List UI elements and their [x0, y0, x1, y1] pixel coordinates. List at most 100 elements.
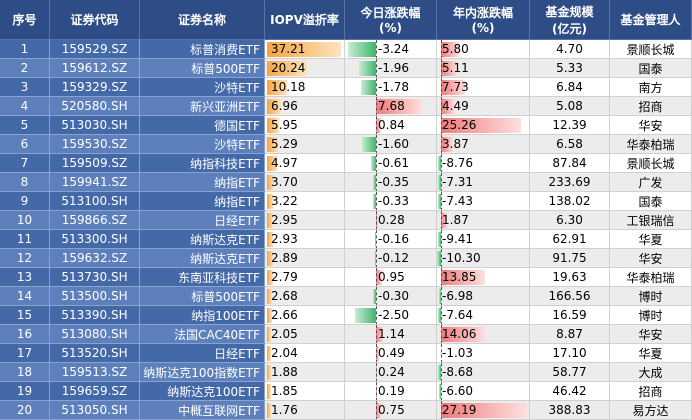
- header-cell: 年内涨跌幅 (%): [437, 0, 530, 40]
- header-cell: 序号: [0, 0, 50, 40]
- cell-text: 标普500ETF: [191, 61, 260, 76]
- cell: 2.05: [265, 325, 345, 344]
- cell: -1.96: [345, 59, 437, 78]
- cell: -1.03: [437, 344, 530, 363]
- change-bar: [373, 193, 376, 209]
- cell: 513300.SH: [50, 230, 140, 249]
- cell-text: 招商: [638, 384, 663, 399]
- axis-line: [441, 306, 442, 324]
- cell-text: 标普500ETF: [191, 289, 260, 304]
- cell-text: 18: [16, 365, 33, 379]
- cell-text: 27.19: [442, 403, 477, 417]
- cell-text: 58.77: [552, 365, 587, 379]
- cell: 520580.SH: [50, 97, 140, 116]
- axis-line: [441, 59, 442, 77]
- cell: 华安: [610, 249, 692, 268]
- cell: 德国ETF: [140, 116, 265, 135]
- cell: 7: [0, 154, 50, 173]
- cell: 景顺长城: [610, 40, 692, 59]
- cell-text: 13: [16, 270, 33, 284]
- cell-text: 华夏: [638, 232, 663, 247]
- cell-text: 2: [20, 61, 29, 75]
- cell-text: 6.30: [556, 213, 583, 227]
- cell-text: 62.91: [552, 232, 587, 246]
- cell: -6.60: [437, 382, 530, 401]
- change-bar: [362, 136, 376, 152]
- cell-text: 东南亚科技ETF: [178, 270, 260, 285]
- cell: 纳斯达克ETF: [140, 230, 265, 249]
- iopv-bar: [267, 250, 273, 266]
- cell: 华夏: [610, 230, 692, 249]
- cell-text: 0.24: [378, 365, 405, 379]
- cell: 6.84: [530, 78, 610, 97]
- cell: 46.42: [530, 382, 610, 401]
- cell-text: 景顺长城: [626, 156, 675, 171]
- iopv-bar: [267, 307, 273, 323]
- cell-text: 91.75: [552, 251, 587, 265]
- cell-text: 2.95: [271, 213, 298, 227]
- axis-line: [441, 344, 442, 362]
- cell: 18: [0, 363, 50, 382]
- cell: 513730.SH: [50, 268, 140, 287]
- cell: 纳指科技ETF: [140, 154, 265, 173]
- cell: 14.06: [437, 325, 530, 344]
- cell: -7.64: [437, 306, 530, 325]
- cell: -0.33: [345, 192, 437, 211]
- cell-text: -7.43: [442, 194, 474, 208]
- cell: -10.30: [437, 249, 530, 268]
- cell-text: 7.68: [378, 99, 405, 113]
- cell: 58.77: [530, 363, 610, 382]
- cell-text: 17: [16, 346, 33, 360]
- cell: 6.30: [530, 211, 610, 230]
- cell-text: 0.84: [378, 118, 405, 132]
- cell-text: 1.88: [271, 365, 298, 379]
- change-bar: [437, 250, 441, 266]
- cell-text: 0.75: [378, 403, 405, 417]
- cell: 南方: [610, 78, 692, 97]
- cell-text: 标普消费ETF: [190, 42, 260, 57]
- cell-text: 15: [16, 308, 33, 322]
- cell: 招商: [610, 382, 692, 401]
- cell: 1: [0, 40, 50, 59]
- header-cell: IOPV溢折率: [265, 0, 345, 40]
- iopv-bar: [267, 193, 274, 209]
- cell: 7.73: [437, 78, 530, 97]
- cell-text: 德国ETF: [214, 118, 260, 133]
- cell: 0.84: [345, 116, 437, 135]
- cell-text: 20.24: [271, 61, 306, 75]
- axis-line: [441, 382, 442, 400]
- cell: -7.31: [437, 173, 530, 192]
- cell-text: -0.30: [378, 289, 410, 303]
- iopv-bar: [267, 402, 271, 418]
- cell-text: 513080.SH: [61, 327, 128, 341]
- cell-text: 6.58: [556, 137, 583, 151]
- cell-text: 华安: [638, 118, 663, 133]
- cell-text: 4.70: [556, 42, 583, 56]
- axis-line: [376, 382, 377, 400]
- cell: 2.95: [265, 211, 345, 230]
- cell-text: 513390.SH: [61, 308, 128, 322]
- cell-text: -1.96: [378, 61, 410, 75]
- cell: 17: [0, 344, 50, 363]
- cell-text: 233.69: [548, 175, 591, 189]
- cell: 513520.SH: [50, 344, 140, 363]
- cell: 233.69: [530, 173, 610, 192]
- cell-text: 46.42: [552, 384, 587, 398]
- cell: 138.02: [530, 192, 610, 211]
- cell: 1.87: [437, 211, 530, 230]
- cell-text: 华安: [638, 251, 663, 266]
- cell-text: -8.68: [442, 365, 474, 379]
- cell: 513080.SH: [50, 325, 140, 344]
- cell-text: 16: [16, 327, 33, 341]
- cell-text: 513030.SH: [61, 118, 128, 132]
- cell: 6.58: [530, 135, 610, 154]
- axis-line: [441, 287, 442, 305]
- cell-text: 19: [16, 384, 33, 398]
- cell-text: 5.29: [271, 137, 298, 151]
- cell: 2.04: [265, 344, 345, 363]
- cell: 3.70: [265, 173, 345, 192]
- header-text: 今日涨跌幅: [360, 6, 421, 20]
- cell-text: 华安: [638, 327, 663, 342]
- cell: 0.28: [345, 211, 437, 230]
- cell: -9.41: [437, 230, 530, 249]
